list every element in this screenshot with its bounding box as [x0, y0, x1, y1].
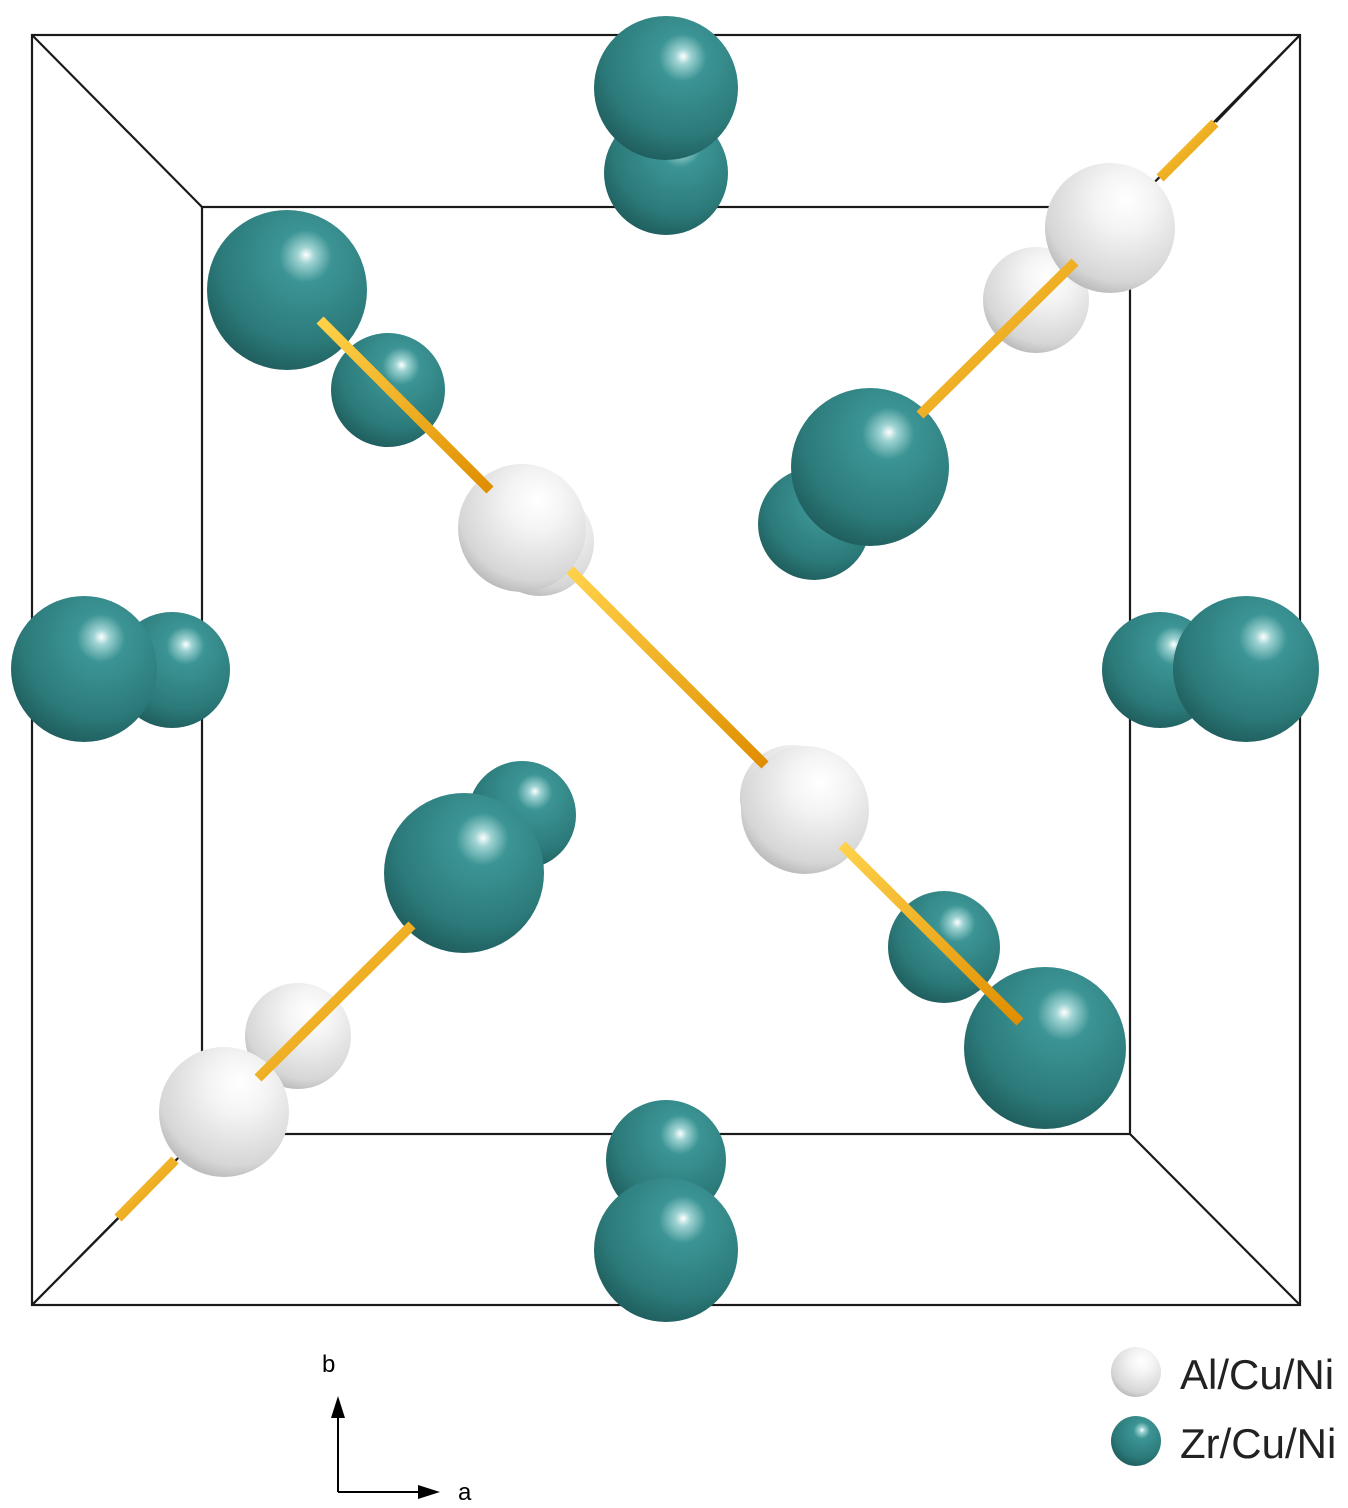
bonds-front	[254, 258, 1079, 1082]
zr-atom	[384, 793, 544, 953]
zr-atom	[594, 1178, 738, 1322]
b-axis-label: b	[322, 1351, 335, 1378]
a-axis-arrowhead	[418, 1485, 440, 1499]
zr-atom	[11, 596, 157, 742]
legend-label-zr-cu-ni: Zr/Cu/Ni	[1180, 1420, 1336, 1467]
white-sphere-icon	[1111, 1347, 1161, 1397]
al-atom	[159, 1047, 289, 1177]
legend: Al/Cu/Ni Zr/Cu/Ni	[1111, 1347, 1336, 1467]
cell-edge-top-left	[31, 34, 203, 208]
zr-atom	[791, 388, 949, 546]
teal-sphere-icon	[1111, 1416, 1161, 1466]
zr-atom	[1173, 596, 1319, 742]
cell-edge-bottom-right	[1129, 1133, 1301, 1306]
b-axis-arrowhead	[331, 1396, 345, 1418]
axis-indicator	[331, 1396, 440, 1499]
al-atom	[458, 464, 586, 592]
al-atom	[741, 746, 869, 874]
bond	[114, 1156, 179, 1222]
al-atom	[1045, 163, 1175, 293]
bond	[1156, 119, 1219, 182]
legend-label-al-cu-ni: Al/Cu/Ni	[1180, 1351, 1334, 1398]
a-axis-label: a	[458, 1479, 472, 1506]
zr-atom	[594, 16, 738, 160]
bond-edge-stubs	[31, 34, 1301, 1306]
